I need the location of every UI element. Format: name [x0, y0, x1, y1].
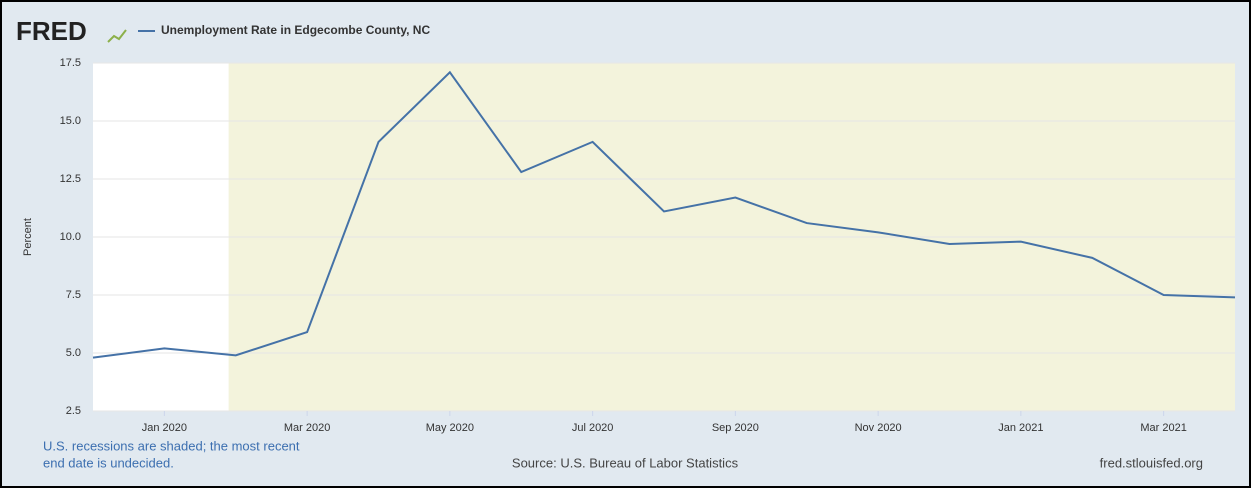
- y-axis-label: Percent: [22, 218, 34, 256]
- x-tick-label: Mar 2021: [1140, 422, 1186, 434]
- x-tick-label: Jul 2020: [572, 422, 614, 434]
- footer-site: fred.stlouisfed.org: [1100, 455, 1203, 470]
- x-tick-label: May 2020: [426, 422, 474, 434]
- data-line: [92, 70, 1236, 359]
- footer-note: end date is undecided.: [43, 455, 174, 470]
- y-tick-label: 15.0: [60, 115, 81, 127]
- footer-note: U.S. recessions are shaded; the most rec…: [43, 438, 300, 453]
- chart-title: Unemployment Rate in Edgecombe County, N…: [161, 23, 430, 37]
- y-tick-label: 2.5: [66, 405, 81, 417]
- logo-icon: [107, 29, 127, 43]
- y-tick-label: 17.5: [60, 57, 81, 69]
- footer-source: Source: U.S. Bureau of Labor Statistics: [512, 455, 739, 470]
- brand-logo: FRED: [16, 16, 87, 46]
- x-tick-label: Mar 2020: [284, 422, 330, 434]
- y-tick-label: 5.0: [66, 347, 81, 359]
- y-tick-label: 7.5: [66, 289, 81, 301]
- x-tick-label: Jan 2020: [142, 422, 187, 434]
- x-tick-label: Sep 2020: [712, 422, 759, 434]
- y-tick-label: 10.0: [60, 231, 81, 243]
- y-tick-label: 12.5: [60, 173, 81, 185]
- x-tick-label: Nov 2020: [855, 422, 902, 434]
- x-tick-label: Jan 2021: [998, 422, 1043, 434]
